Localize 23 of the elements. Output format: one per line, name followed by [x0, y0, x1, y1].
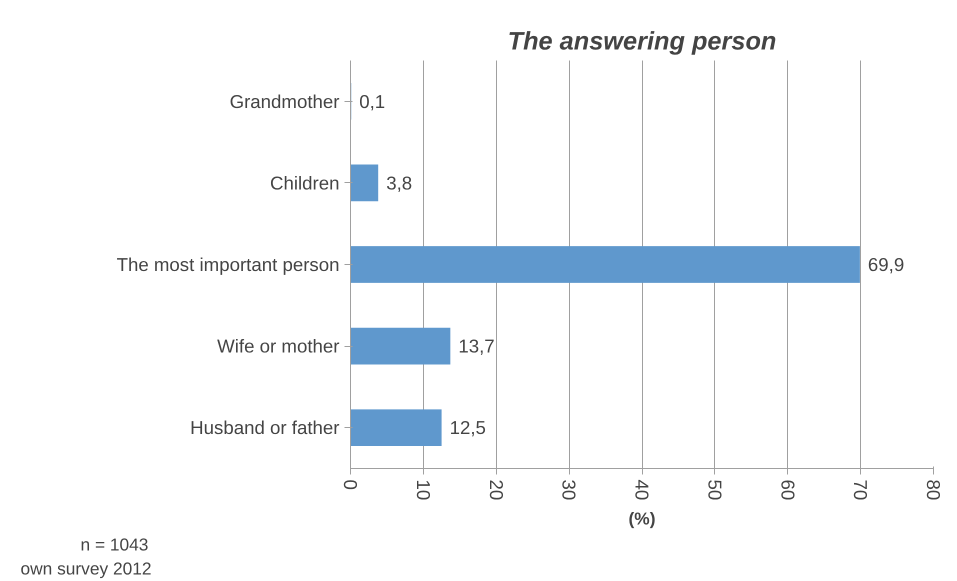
x-tick-label: 50 [704, 480, 726, 500]
x-tick-label: 10 [412, 480, 434, 500]
x-tick-label: 20 [486, 480, 507, 500]
data-label: 69,9 [868, 254, 904, 275]
y-tick-label: Grandmother [230, 90, 340, 112]
text: own survey 2012 [20, 558, 152, 578]
text: n = 1043 [80, 534, 148, 554]
data-label: 12,5 [450, 417, 486, 438]
chart-title: The answering person [508, 28, 776, 56]
y-tick-label: Wife or mother [217, 336, 340, 357]
data-label: 3,8 [386, 172, 412, 194]
x-tick-label: 70 [850, 480, 872, 500]
y-tick-label: Husband or father [190, 417, 340, 438]
data-label: 13,7 [458, 336, 495, 357]
x-tick-label: 40 [632, 480, 652, 500]
x-axis-title: (%) [628, 508, 656, 528]
x-tick-label: 30 [558, 480, 580, 500]
y-tick-label: The most important person [116, 254, 340, 275]
data-label: 0,1 [359, 90, 386, 112]
x-tick-label: 60 [777, 480, 798, 500]
x-tick-label: 80 [923, 480, 944, 500]
x-tick-label: 0 [340, 480, 361, 490]
y-tick-label: Children [270, 172, 340, 194]
